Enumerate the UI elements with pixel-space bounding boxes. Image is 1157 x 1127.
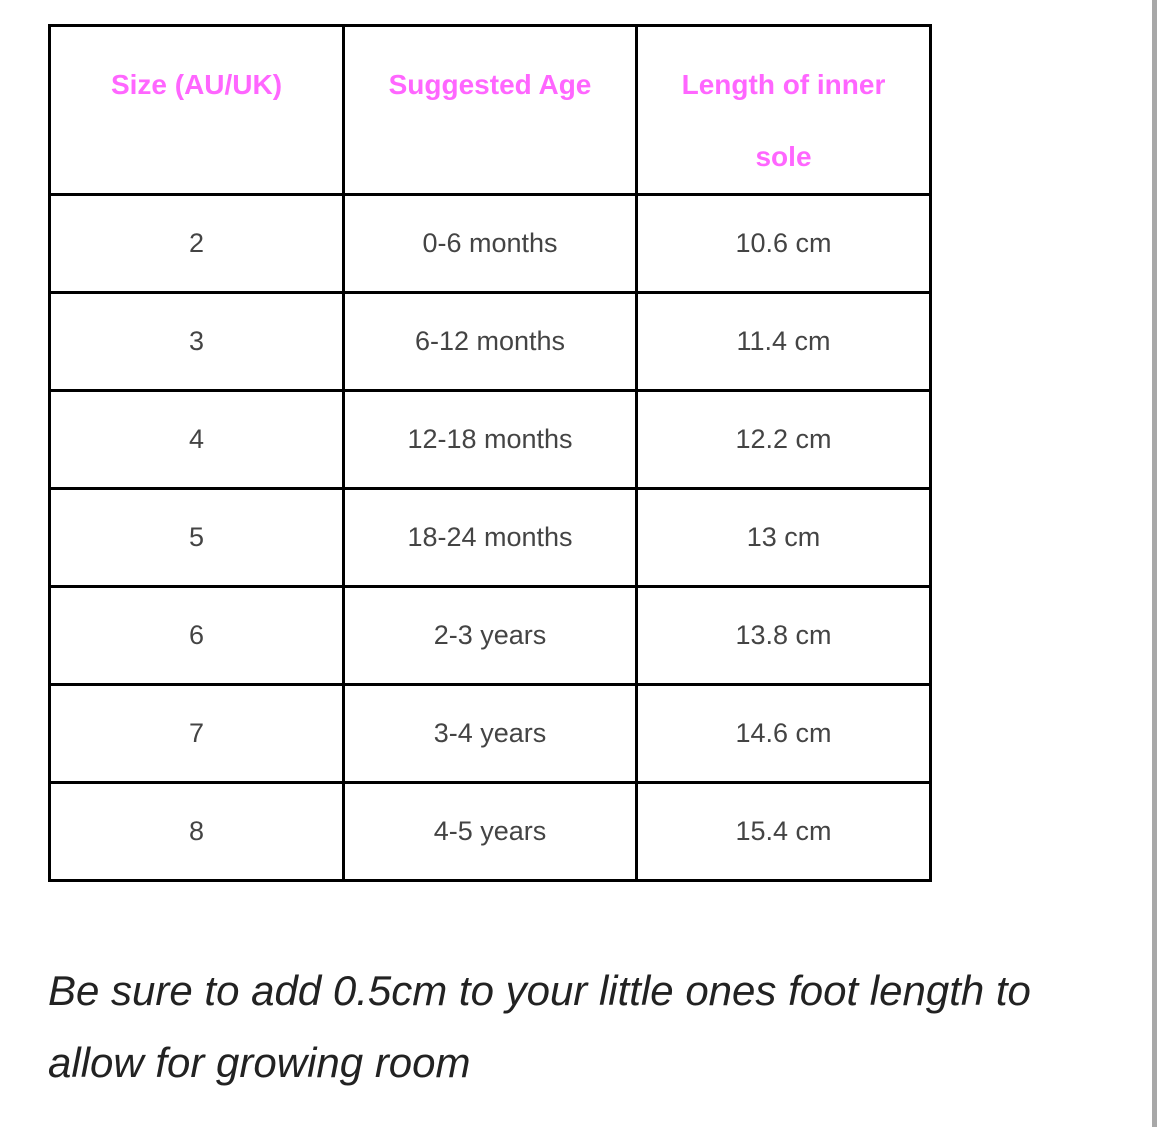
cell-size: 2: [48, 193, 345, 294]
table-row: 8 4-5 years 15.4 cm: [48, 781, 932, 882]
cell-age: 3-4 years: [342, 683, 638, 784]
table-row: 3 6-12 months 11.4 cm: [48, 291, 932, 392]
growing-room-note: Be sure to add 0.5cm to your little ones…: [48, 967, 1031, 1086]
size-chart-table: Size (AU/UK) Suggested Age Length of inn…: [48, 24, 932, 882]
cell-length: 13.8 cm: [635, 585, 932, 686]
header-size: Size (AU/UK): [48, 24, 345, 196]
cell-size: 7: [48, 683, 345, 784]
cell-size: 3: [48, 291, 345, 392]
header-age: Suggested Age: [342, 24, 638, 196]
header-length: Length of inner sole: [635, 24, 932, 196]
cell-length: 10.6 cm: [635, 193, 932, 294]
cell-age: 6-12 months: [342, 291, 638, 392]
table-row: 6 2-3 years 13.8 cm: [48, 585, 932, 686]
cell-length: 15.4 cm: [635, 781, 932, 882]
cell-age: 0-6 months: [342, 193, 638, 294]
cell-size: 5: [48, 487, 345, 588]
table-row: 5 18-24 months 13 cm: [48, 487, 932, 588]
cell-size: 4: [48, 389, 345, 490]
scrollbar[interactable]: [1152, 0, 1157, 1127]
cell-age: 12-18 months: [342, 389, 638, 490]
cell-length: 14.6 cm: [635, 683, 932, 784]
table-row: 2 0-6 months 10.6 cm: [48, 193, 932, 294]
table-row: 7 3-4 years 14.6 cm: [48, 683, 932, 784]
cell-age: 18-24 months: [342, 487, 638, 588]
cell-age: 2-3 years: [342, 585, 638, 686]
cell-size: 8: [48, 781, 345, 882]
cell-length: 13 cm: [635, 487, 932, 588]
cell-age: 4-5 years: [342, 781, 638, 882]
table-row: 4 12-18 months 12.2 cm: [48, 389, 932, 490]
cell-length: 12.2 cm: [635, 389, 932, 490]
cell-size: 6: [48, 585, 345, 686]
cell-length: 11.4 cm: [635, 291, 932, 392]
header-row: Size (AU/UK) Suggested Age Length of inn…: [48, 24, 932, 196]
